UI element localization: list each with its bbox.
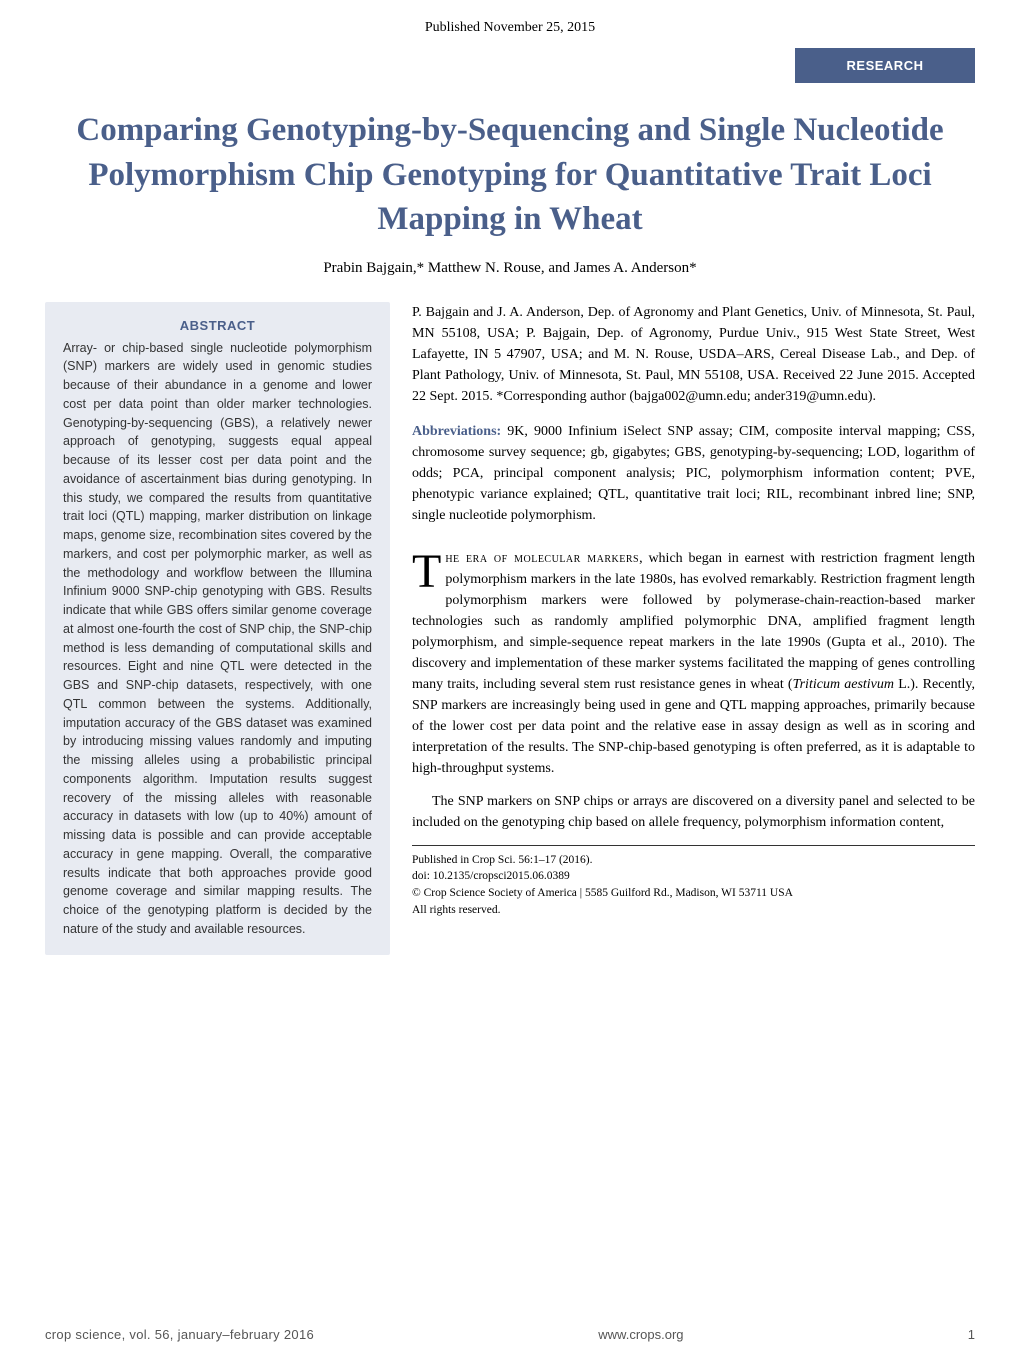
body-paragraph-1: The era of molecular markers, which bega… [412, 548, 975, 779]
dropcap: T [412, 548, 445, 593]
abstract-box: ABSTRACT Array- or chip-based single nuc… [45, 302, 390, 955]
smallcaps-lead: he era of molecular markers [445, 551, 639, 566]
published-date: Published November 25, 2015 [0, 0, 1020, 48]
body-paragraph-2: The SNP markers on SNP chips or arrays a… [412, 791, 975, 833]
footer-page-number: 1 [968, 1327, 975, 1342]
citation-published: Published in Crop Sci. 56:1–17 (2016). [412, 852, 975, 869]
content-area: ABSTRACT Array- or chip-based single nuc… [0, 302, 1020, 955]
page-footer: crop science, vol. 56, january–february … [45, 1327, 975, 1342]
para1-italic: Triticum aestivum [793, 677, 894, 692]
abstract-heading: ABSTRACT [63, 318, 372, 333]
right-column: P. Bajgain and J. A. Anderson, Dep. of A… [412, 302, 975, 955]
citation-block: Published in Crop Sci. 56:1–17 (2016). d… [412, 852, 975, 919]
citation-copyright: © Crop Science Society of America | 5585… [412, 885, 975, 902]
research-badge: RESEARCH [795, 48, 975, 83]
para1-rest: , which began in earnest with restrictio… [412, 551, 975, 692]
abstract-text: Array- or chip-based single nucleotide p… [63, 339, 372, 939]
affiliations: P. Bajgain and J. A. Anderson, Dep. of A… [412, 302, 975, 407]
citation-divider [412, 845, 975, 846]
paper-title: Comparing Genotyping-by-Sequencing and S… [0, 83, 1020, 260]
citation-doi: doi: 10.2135/cropsci2015.06.0389 [412, 868, 975, 885]
authors-line: Prabin Bajgain,* Matthew N. Rouse, and J… [0, 260, 1020, 302]
abbreviations-label: Abbreviations: [412, 424, 501, 439]
footer-journal: crop science, vol. 56, january–february … [45, 1327, 314, 1342]
left-column: ABSTRACT Array- or chip-based single nuc… [45, 302, 390, 955]
footer-url: www.crops.org [598, 1327, 683, 1342]
citation-rights: All rights reserved. [412, 902, 975, 919]
abbreviations: Abbreviations: 9K, 9000 Infinium iSelect… [412, 421, 975, 526]
